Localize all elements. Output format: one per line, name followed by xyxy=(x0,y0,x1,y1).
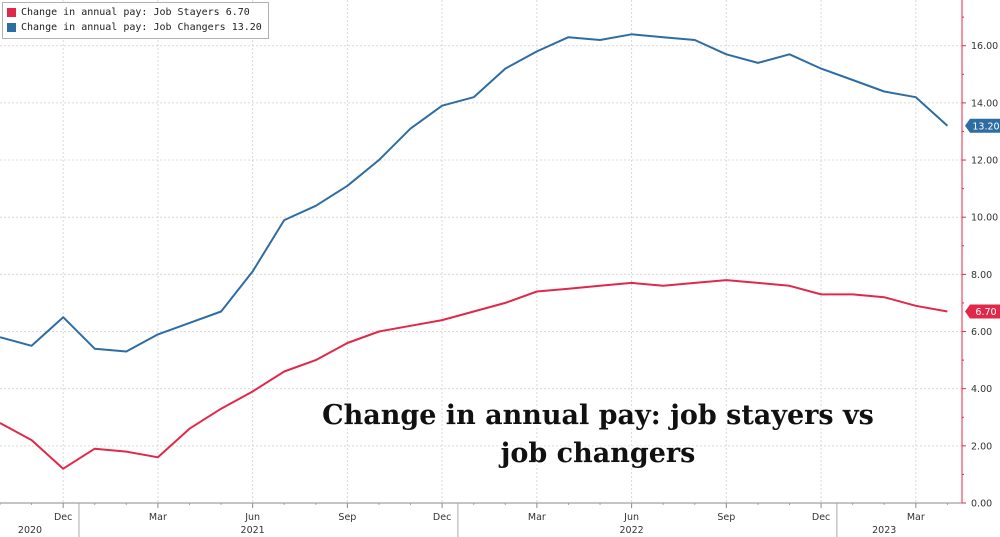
overlay-title: Change in annual pay: job stayers vs job… xyxy=(322,400,874,469)
x-tick-label: Jun xyxy=(244,512,260,523)
legend-item-job-stayers: Change in annual pay: Job Stayers 6.70 xyxy=(7,5,262,20)
x-tick-label: Mar xyxy=(528,512,546,523)
y-tick-label: 10.00 xyxy=(971,213,998,224)
legend-label-job-stayers: Change in annual pay: Job Stayers xyxy=(21,7,220,18)
x-tick-label: Dec xyxy=(433,512,451,523)
legend-swatch-job-stayers xyxy=(7,8,16,17)
end-tag-job-stayers xyxy=(965,304,1000,319)
x-tick-label: Dec xyxy=(812,512,830,523)
y-tick-label: 4.00 xyxy=(971,384,992,395)
x-tick-label: Sep xyxy=(338,512,356,523)
grid-lines xyxy=(0,0,962,504)
year-label: 2023 xyxy=(872,525,896,536)
legend-value-job-stayers: 6.70 xyxy=(225,7,250,18)
end-value-tags: 6.70 13.20 xyxy=(965,118,1000,319)
end-tag-job-changers xyxy=(965,118,1000,133)
legend-item-job-changers: Change in annual pay: Job Changers 13.20 xyxy=(7,20,262,35)
year-label: 2021 xyxy=(241,525,265,536)
series-line-job-changers xyxy=(0,33,949,353)
series-lines xyxy=(0,33,949,470)
x-axis: Dec Mar Jun Sep Dec Mar Jun Sep Dec Mar 2020 2021 20… xyxy=(0,502,962,537)
x-tick-label: Dec xyxy=(54,512,72,523)
end-tag-label-job-changers: 13.20 xyxy=(972,121,999,132)
year-label: 2022 xyxy=(620,525,644,536)
x-tick-label: Jun xyxy=(623,512,639,523)
y-tick-label: 14.00 xyxy=(971,98,998,109)
year-label: 2020 xyxy=(18,525,42,536)
y-tick-label: 0.00 xyxy=(971,499,992,510)
legend-value-job-changers: 13.20 xyxy=(231,22,262,33)
x-tick-label: Mar xyxy=(907,512,925,523)
end-tag-label-job-stayers: 6.70 xyxy=(975,307,996,318)
y-tick-label: 6.00 xyxy=(971,327,992,338)
legend-label-job-changers: Change in annual pay: Job Changers xyxy=(21,22,226,33)
y-tick-label: 8.00 xyxy=(971,270,992,281)
y-tick-label: 12.00 xyxy=(971,156,998,167)
legend: Change in annual pay: Job Stayers 6.70 C… xyxy=(2,2,269,39)
y-tick-label: 2.00 xyxy=(971,441,992,452)
y-tick-label: 16.00 xyxy=(971,41,998,52)
series-line-job-stayers xyxy=(0,279,948,470)
x-tick-label: Sep xyxy=(717,512,735,523)
x-tick-label: Mar xyxy=(149,512,167,523)
legend-swatch-job-changers xyxy=(7,23,16,32)
y-axis: 0.00 2.00 4.00 6.00 8.00 10.00 12.00 14.00 16.00 xyxy=(961,0,998,510)
